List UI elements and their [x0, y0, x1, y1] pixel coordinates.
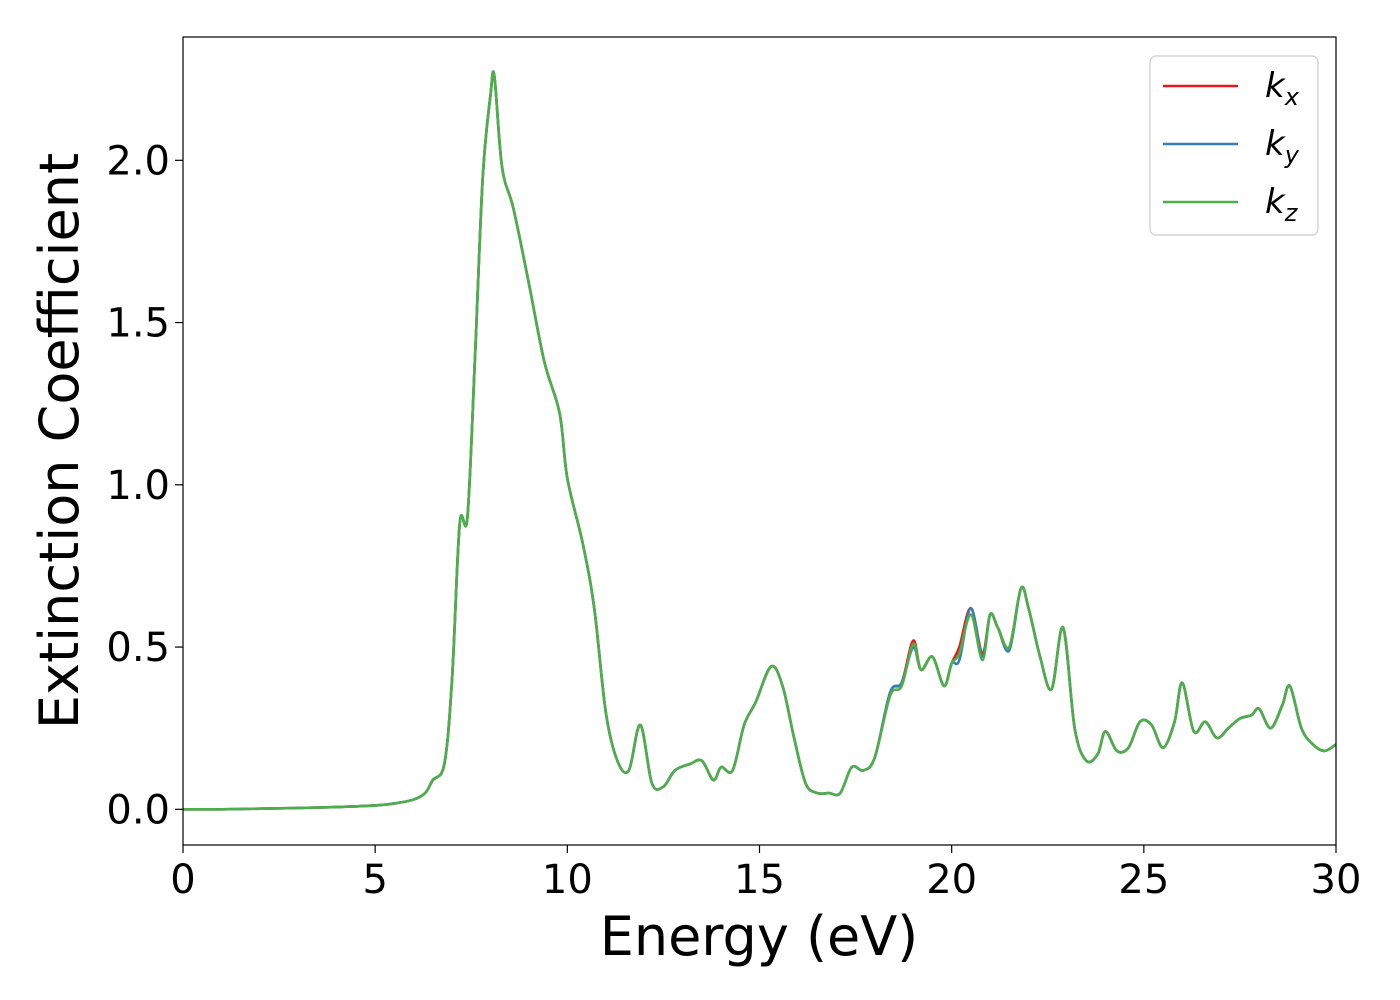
x-axis-title: Energy (eV)	[600, 905, 919, 968]
y-axis-title: Extinction Coefficient	[28, 153, 91, 729]
series-lines	[183, 70, 1336, 811]
x-axis-ticks: 0 5 10 15 20 25 30	[170, 845, 1361, 903]
legend-label-kx: kx	[1265, 66, 1300, 111]
y-tick-label: 0.5	[106, 625, 170, 671]
legend: kx ky kz	[1149, 55, 1319, 236]
y-tick-label: 2.0	[106, 138, 170, 184]
legend-label-ky: ky	[1265, 124, 1300, 169]
x-tick-label: 5	[362, 857, 387, 903]
y-axis-ticks: 0.0 0.5 1.0 1.5 2.0	[106, 138, 183, 833]
x-tick-label: 20	[926, 857, 977, 903]
y-tick-label: 1.0	[106, 463, 170, 509]
x-tick-label: 15	[734, 857, 785, 903]
x-tick-label: 30	[1311, 857, 1362, 903]
y-tick-label: 0.0	[106, 787, 170, 833]
series-line-kz	[183, 70, 1336, 811]
x-tick-label: 10	[542, 857, 593, 903]
legend-box	[1149, 55, 1319, 236]
legend-label-kz: kz	[1265, 182, 1299, 227]
x-tick-label: 25	[1118, 857, 1169, 903]
y-tick-label: 1.5	[106, 301, 170, 347]
x-tick-label: 0	[170, 857, 195, 903]
